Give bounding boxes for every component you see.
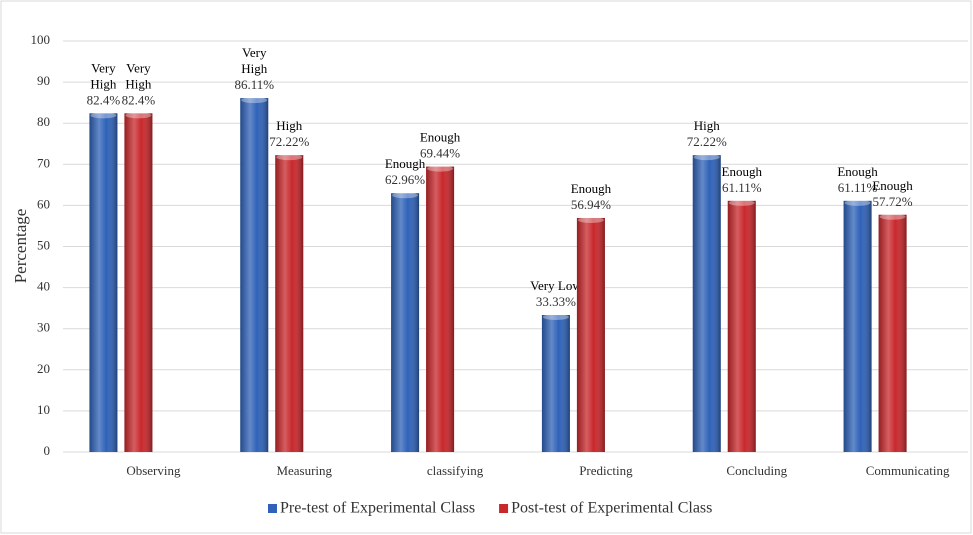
level-label: Very Low — [530, 278, 582, 293]
y-tick-label: 90 — [37, 73, 50, 88]
x-tick-label: Measuring — [276, 463, 332, 478]
y-tick-label: 100 — [31, 32, 51, 47]
value-label: 61.11% — [722, 180, 762, 195]
level-label: Very High — [125, 60, 152, 91]
x-tick-label: classifying — [427, 463, 484, 478]
bar-cap — [728, 199, 755, 206]
level-label: Enough — [837, 164, 878, 179]
legend-swatch — [499, 504, 509, 513]
value-label: 57.72% — [873, 194, 913, 209]
bar-shine — [576, 217, 605, 452]
y-tick-label: 70 — [37, 155, 50, 170]
value-label: 33.33% — [536, 294, 576, 309]
value-label: 72.22% — [687, 134, 727, 149]
y-tick-label: 50 — [37, 237, 50, 252]
bar-shine — [240, 98, 269, 453]
bar-cap — [844, 199, 871, 206]
value-label: 86.11% — [234, 77, 274, 92]
bar-cap — [392, 192, 419, 199]
bar-shine — [275, 155, 304, 453]
value-label: 61.11% — [838, 180, 878, 195]
bar-shine — [426, 166, 455, 452]
bar-shine — [692, 155, 721, 453]
x-tick-label: Communicating — [866, 463, 950, 478]
level-label: Very High — [241, 45, 268, 76]
level-label: Enough — [722, 164, 763, 179]
bar-cap — [276, 154, 303, 161]
bar-shine — [878, 214, 907, 452]
bar-shine — [843, 200, 872, 452]
bar-cap — [542, 314, 569, 321]
legend-swatch — [268, 504, 277, 513]
value-label: 82.4% — [122, 92, 156, 107]
x-tick-label: Observing — [126, 463, 181, 478]
y-axis-label: Percentage — [11, 209, 30, 284]
bar-cap — [879, 213, 906, 220]
bar-cap — [241, 97, 268, 104]
x-tick-label: Concluding — [726, 463, 787, 478]
y-tick-label: 20 — [37, 361, 50, 376]
y-tick-label: 40 — [37, 279, 50, 294]
legend-label: Post-test of Experimental Class — [511, 500, 712, 517]
y-tick-label: 80 — [37, 114, 50, 129]
bar-cap — [577, 216, 604, 223]
bar-cap — [90, 112, 117, 119]
value-label: 69.44% — [420, 146, 460, 161]
bar-shine — [727, 200, 756, 452]
bar-shine — [124, 113, 153, 452]
bar-shine — [391, 193, 420, 452]
level-label: High — [694, 118, 721, 133]
value-label: 82.4% — [87, 92, 121, 107]
level-label: Enough — [571, 181, 612, 196]
y-tick-label: 10 — [37, 402, 50, 417]
level-label: High — [276, 118, 303, 133]
bar-cap — [693, 154, 720, 161]
value-label: 62.96% — [385, 172, 425, 187]
bar-cap — [427, 165, 454, 172]
x-tick-label: Predicting — [579, 463, 633, 478]
bar-cap — [125, 112, 152, 119]
value-label: 72.22% — [269, 134, 309, 149]
level-label: Very High — [90, 60, 117, 91]
y-tick-label: 60 — [37, 196, 50, 211]
bar-shine — [541, 315, 570, 452]
level-label: Enough — [385, 156, 426, 171]
y-tick-label: 30 — [37, 320, 50, 335]
y-tick-label: 0 — [44, 443, 51, 458]
bar-shine — [89, 113, 118, 452]
level-label: Enough — [420, 130, 461, 145]
value-label: 56.94% — [571, 197, 611, 212]
legend-label: Pre-test of Experimental Class — [280, 500, 475, 517]
level-label: Enough — [872, 178, 913, 193]
